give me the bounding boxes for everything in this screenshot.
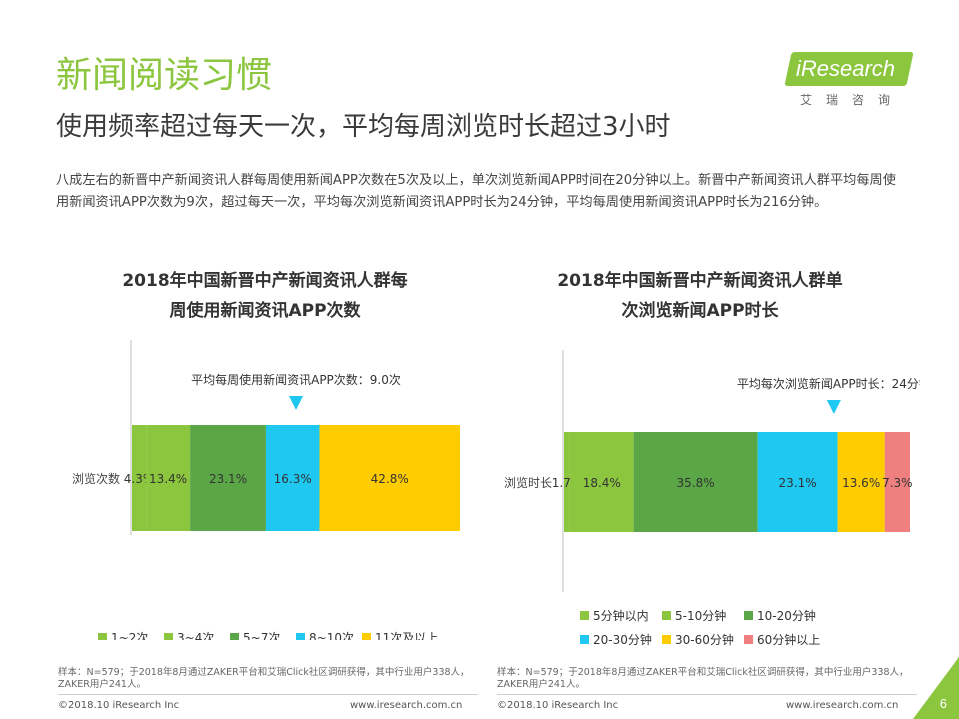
chart-1-title-line-2: 周使用新闻资讯APP次数 (169, 301, 361, 321)
chart-1-legend-swatch (98, 633, 107, 640)
iresearch-logo: iResearch 艾瑞咨询 (784, 52, 918, 114)
footer-url-right[interactable]: www.iresearch.com.cn (786, 700, 899, 711)
chart-1-bar-segment (146, 425, 191, 531)
page-number: 6 (939, 696, 947, 711)
chart-1-legend-swatch (362, 633, 371, 640)
page-title: 新闻阅读习惯 (56, 55, 273, 96)
chart-2-title: 2018年中国新晋中产新闻资讯人群单 次浏览新闻APP时长 (530, 266, 870, 326)
chart-2-title-line-1: 2018年中国新晋中产新闻资讯人群单 (557, 271, 843, 291)
chart-2-legend-label: 60分钟以上 (757, 632, 820, 647)
chart-1-legend-label: 11次及以上 (375, 631, 438, 640)
chart-2-legend-label: 20-30分钟 (593, 632, 652, 647)
chart-2-data-label: 23.1% (779, 476, 817, 490)
chart-1-legend-label: 1~2次 (111, 631, 148, 640)
chart-2-legend-label: 30-60分钟 (675, 632, 734, 647)
chart-2-bar-segment (884, 432, 910, 532)
chart-2-legend-label: 5分钟以内 (593, 608, 649, 623)
chart-1-annotation-marker-icon (289, 396, 303, 410)
chart-2-bar-segment (837, 432, 885, 532)
chart-2-category-label: 浏览时长 (504, 475, 552, 490)
chart-1-bar-segment (132, 425, 147, 531)
chart-2-legend-swatch (744, 635, 753, 644)
chart-2-annotation: 平均每次浏览新闻APP时长：24分钟 (737, 376, 920, 391)
chart-1-bar-segment (190, 425, 266, 531)
chart-2-bar-segment (564, 432, 570, 532)
chart-2-title-line-2: 次浏览新闻APP时长 (621, 301, 779, 321)
chart-2-annotation-marker-icon (826, 400, 841, 414)
chart-1-legend-swatch (296, 633, 305, 640)
chart-2-legend-swatch (580, 611, 589, 620)
logo-text: iResearch (796, 56, 896, 81)
chart-2-legend-label: 10-20分钟 (757, 608, 816, 623)
chart-2-bar-segment (633, 432, 758, 532)
chart-2-legend-swatch (744, 611, 753, 620)
chart-1-legend-swatch (230, 633, 239, 640)
chart-1-data-label: 42.8% (371, 472, 409, 486)
chart-2-bar-segment (569, 432, 634, 532)
chart-1-legend-swatch (164, 633, 173, 640)
chart-2-data-label: 13.6% (842, 476, 880, 490)
chart-2-data-label: 18.4% (583, 476, 621, 490)
footer-copyright-left: ©2018.10 iResearch Inc (58, 700, 180, 711)
footer-copyright-right: ©2018.10 iResearch Inc (497, 700, 619, 711)
chart-1-plot: 浏览次数 4.3%13.4% 23.1% 16.3% 42.8%平均每周使用新闻资讯AP… (72, 340, 460, 640)
chart-1-data-label: 16.3% (274, 472, 312, 486)
page-corner-decoration (913, 657, 959, 719)
chart-1-legend-label: 5~7次 (243, 631, 280, 640)
chart-2-legend-swatch (662, 611, 671, 620)
chart-2-legend-label: 5-10分钟 (675, 608, 726, 623)
intro-paragraph: 八成左右的新晋中产新闻资讯人群每周使用新闻APP次数在5次及以上，单次浏览新闻A… (56, 173, 896, 210)
chart-1-title: 2018年中国新晋中产新闻资讯人群每 周使用新闻资讯APP次数 (100, 266, 430, 326)
chart-2-data-label: 7.3% (882, 476, 913, 490)
footer-divider-left (58, 694, 478, 695)
chart-1-legend-label: 3~4次 (177, 631, 214, 640)
chart-2-plot: 浏览时长 1.7% 18.4% 35.8% 23.1% 13.6% 7.3%平均每次浏览新闻… (504, 350, 920, 647)
footer-url-left[interactable]: www.iresearch.com.cn (350, 700, 463, 711)
chart-1-data-label: 23.1% (209, 472, 247, 486)
chart-1-source-note: 样本：N=579；于2018年8月通过ZAKER平台和艾瑞Click社区调研获得… (58, 667, 470, 690)
chart-2-legend-swatch (662, 635, 671, 644)
chart-1-bar-segment (265, 425, 320, 531)
page-subtitle: 使用频率超过每天一次，平均每周浏览时长超过3小时 (56, 112, 671, 142)
chart-1-category-label: 浏览次数 (72, 471, 120, 486)
logo-subtext: 艾瑞咨询 (800, 93, 905, 107)
chart-2-source-note: 样本：N=579；于2018年8月通过ZAKER平台和艾瑞Click社区调研获得… (497, 667, 909, 690)
chart-1-legend-label: 8~10次 (309, 631, 354, 640)
chart-2-legend-swatch (580, 635, 589, 644)
chart-1-annotation: 平均每周使用新闻资讯APP次数：9.0次 (191, 372, 401, 387)
chart-1-title-line-1: 2018年中国新晋中产新闻资讯人群每 (122, 271, 408, 291)
corner-triangle (913, 657, 959, 719)
chart-2-bar-segment (757, 432, 838, 532)
chart-1-bar-segment (319, 425, 460, 531)
footer-divider-right (497, 694, 917, 695)
chart-2-data-label: 35.8% (677, 476, 715, 490)
chart-1-data-label: 13.4% (149, 472, 187, 486)
